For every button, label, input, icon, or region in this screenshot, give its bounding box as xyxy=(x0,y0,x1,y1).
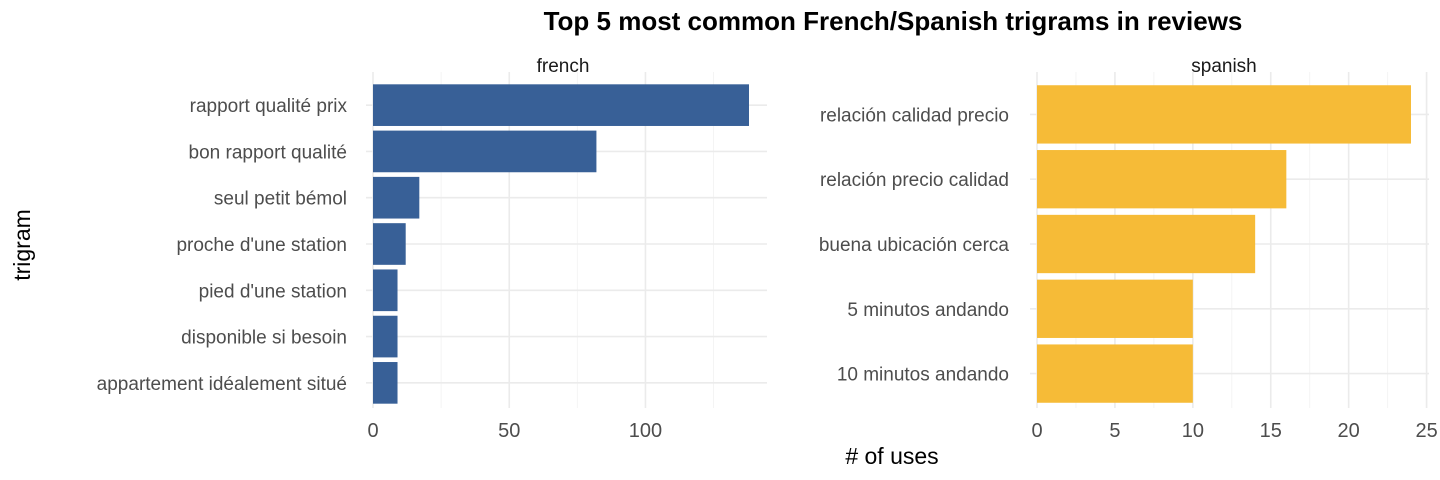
x-tick-label: 100 xyxy=(629,420,662,442)
x-tick-label: 50 xyxy=(498,420,520,442)
bar xyxy=(373,84,749,126)
category-label: 10 minutos andando xyxy=(837,365,1009,386)
bar xyxy=(1037,344,1193,403)
x-tick-label: 10 xyxy=(1182,420,1204,442)
x-tick-label: 0 xyxy=(1031,420,1042,442)
panel-french: 0 50 100 rapport qualité prix bon rapport qu… xyxy=(97,56,767,442)
category-label: pied d'une station xyxy=(199,281,347,302)
x-axis-title: # of uses xyxy=(845,443,938,469)
category-label: relación precio calidad xyxy=(820,170,1009,191)
x-tick-label: 25 xyxy=(1415,420,1437,442)
bar xyxy=(373,176,420,219)
chart-title: Top 5 most common French/Spanish trigram… xyxy=(544,6,1243,36)
category-label: seul petit bémol xyxy=(214,189,347,210)
category-label: bon rapport qualité xyxy=(189,142,347,163)
category-label: 5 minutos andando xyxy=(847,300,1009,321)
category-label: appartement idéalement situé xyxy=(97,374,347,395)
category-label: buena ubicación cerca xyxy=(819,235,1010,256)
bar xyxy=(1037,214,1256,274)
x-tick-label: 0 xyxy=(367,420,378,442)
panel-spanish: 0 5 10 15 20 25 relación calidad precio relació… xyxy=(819,56,1438,442)
bar xyxy=(373,223,406,265)
y-axis-title: trigram xyxy=(9,209,35,281)
bar xyxy=(1037,279,1193,338)
category-label: proche d'une station xyxy=(176,235,347,256)
x-tick-label: 20 xyxy=(1338,420,1360,442)
bar xyxy=(373,362,398,404)
x-tick-label: 5 xyxy=(1109,420,1120,442)
bar xyxy=(1037,85,1411,144)
category-label: disponible si besoin xyxy=(181,328,347,349)
bar xyxy=(1037,150,1287,209)
facet-strip-label: spanish xyxy=(1191,56,1257,77)
x-tick-label: 15 xyxy=(1260,420,1282,442)
category-label: rapport qualité prix xyxy=(190,96,348,117)
bar xyxy=(373,315,398,358)
bar xyxy=(373,130,597,173)
category-label: relación calidad precio xyxy=(820,105,1009,126)
bar xyxy=(373,269,398,312)
facet-strip-label: french xyxy=(537,56,590,77)
